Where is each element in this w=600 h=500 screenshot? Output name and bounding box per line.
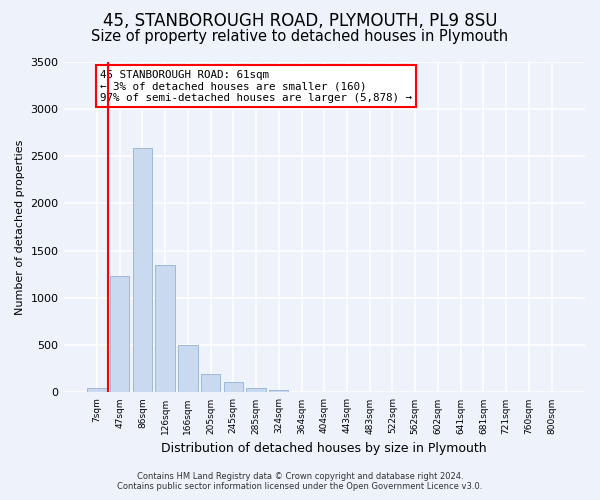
Text: Contains HM Land Registry data © Crown copyright and database right 2024.
Contai: Contains HM Land Registry data © Crown c…: [118, 472, 482, 491]
Text: 45 STANBOROUGH ROAD: 61sqm
← 3% of detached houses are smaller (160)
97% of semi: 45 STANBOROUGH ROAD: 61sqm ← 3% of detac…: [100, 70, 412, 103]
Bar: [87, 388, 107, 392]
Y-axis label: Number of detached properties: Number of detached properties: [15, 140, 25, 314]
Bar: [178, 345, 197, 393]
Text: Size of property relative to detached houses in Plymouth: Size of property relative to detached ho…: [91, 29, 509, 44]
Bar: [133, 148, 152, 392]
Bar: [224, 382, 243, 392]
Bar: [247, 388, 266, 392]
Bar: [201, 374, 220, 392]
Bar: [155, 265, 175, 392]
Text: 45, STANBOROUGH ROAD, PLYMOUTH, PL9 8SU: 45, STANBOROUGH ROAD, PLYMOUTH, PL9 8SU: [103, 12, 497, 30]
Bar: [110, 276, 130, 392]
X-axis label: Distribution of detached houses by size in Plymouth: Distribution of detached houses by size …: [161, 442, 487, 455]
Bar: [269, 390, 289, 392]
